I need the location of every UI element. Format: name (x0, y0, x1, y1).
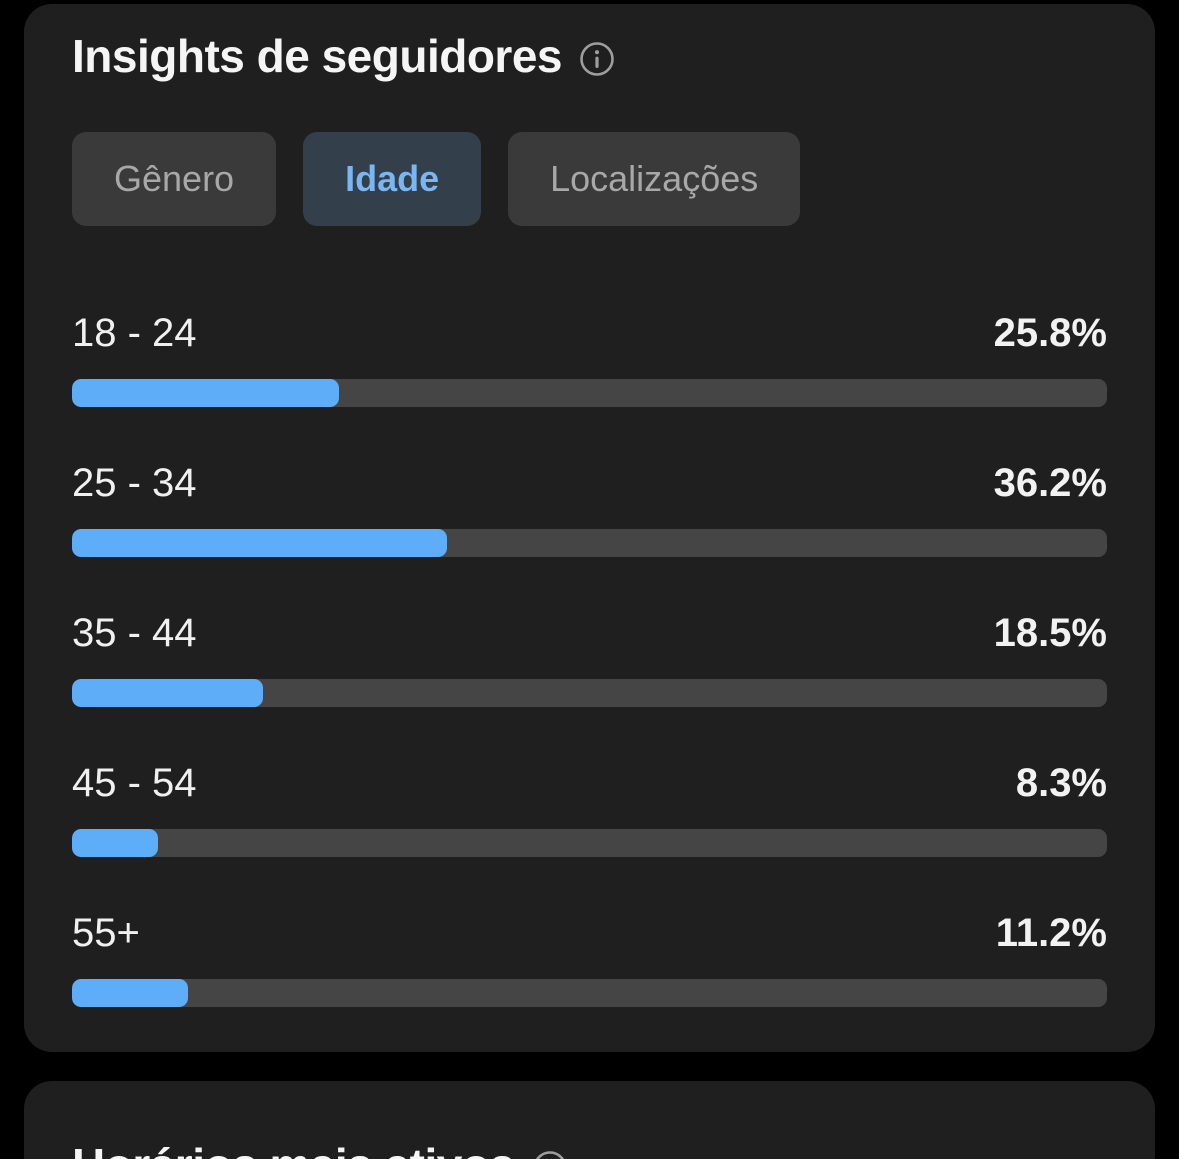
active-hours-title: Horários mais ativos (72, 1139, 515, 1159)
info-circle-icon[interactable] (531, 1149, 569, 1159)
page-title: Insights de seguidores (72, 30, 563, 82)
info-circle-icon[interactable] (578, 40, 616, 78)
age-percentage-value: 11.2% (995, 911, 1107, 955)
age-row-35-44: 35 - 44 18.5% (72, 609, 1107, 707)
age-range-label: 55+ (72, 911, 140, 955)
age-row-45-54: 45 - 54 8.3% (72, 759, 1107, 857)
age-row-18-24: 18 - 24 25.8% (72, 309, 1107, 407)
progress-fill (72, 379, 340, 407)
progress-fill (72, 529, 447, 557)
progress-track (72, 979, 1107, 1007)
age-percentage-value: 36.2% (993, 461, 1107, 505)
progress-fill (72, 979, 188, 1007)
age-percentage-value: 8.3% (1015, 761, 1107, 805)
age-range-label: 35 - 44 (72, 611, 197, 655)
followers-insights-card: Insights de seguidores Gênero Idade Loca… (24, 4, 1155, 1052)
progress-track (72, 529, 1107, 557)
active-hours-card: Horários mais ativos (24, 1081, 1155, 1159)
age-row-55-plus: 55+ 11.2% (72, 909, 1107, 1007)
age-range-label: 25 - 34 (72, 461, 197, 505)
insights-tabs: Gênero Idade Localizações (72, 132, 1107, 226)
progress-track (72, 679, 1107, 707)
progress-track (72, 379, 1107, 407)
progress-fill (72, 829, 158, 857)
tab-idade[interactable]: Idade (303, 132, 482, 226)
card-title-row: Insights de seguidores (72, 30, 1107, 83)
age-percentage-value: 18.5% (993, 611, 1107, 655)
tab-localizacoes[interactable]: Localizações (508, 132, 801, 226)
age-range-label: 45 - 54 (72, 761, 197, 805)
progress-fill (72, 679, 264, 707)
age-percentage-value: 25.8% (993, 311, 1107, 355)
age-distribution-list: 18 - 24 25.8% 25 - 34 36.2% 35 - 44 18.5… (72, 309, 1107, 1007)
age-range-label: 18 - 24 (72, 311, 197, 355)
card-title-row: Horários mais ativos (72, 1139, 1107, 1159)
progress-track (72, 829, 1107, 857)
tab-genero[interactable]: Gênero (72, 132, 277, 226)
age-row-25-34: 25 - 34 36.2% (72, 459, 1107, 557)
